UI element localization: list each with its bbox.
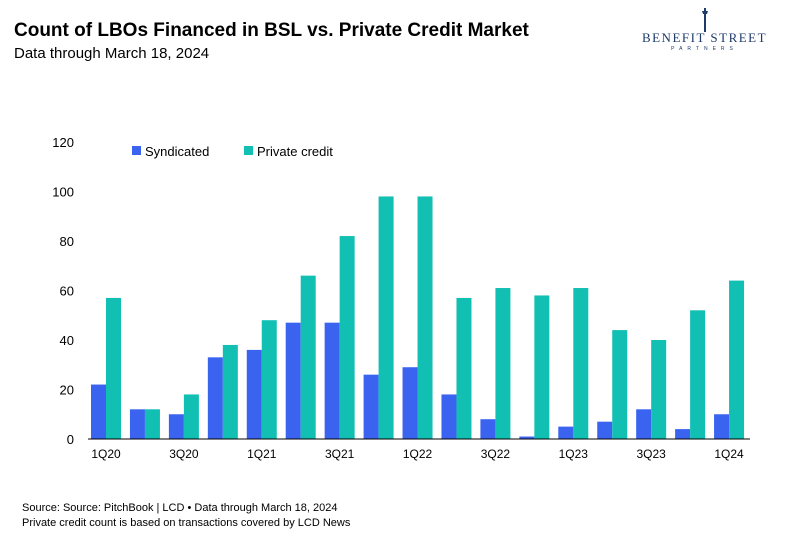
bar-syndicated	[285, 322, 301, 439]
y-tick-label: 60	[60, 284, 74, 299]
bar-syndicated	[558, 426, 574, 439]
y-tick-label: 120	[52, 135, 74, 150]
x-tick-label: 1Q22	[403, 447, 433, 461]
bar-syndicated	[91, 384, 106, 439]
brand-logo: BENEFIT STREET PARTNERS	[632, 8, 777, 52]
bar-syndicated	[441, 394, 457, 439]
bar-private-credit	[651, 340, 667, 439]
bar-syndicated	[597, 421, 613, 439]
x-tick-label: 1Q23	[559, 447, 589, 461]
bar-syndicated	[207, 357, 223, 439]
bar-private-credit	[183, 394, 199, 439]
bar-private-credit	[378, 196, 394, 439]
y-tick-label: 80	[60, 234, 74, 249]
chart-subtitle: Data through March 18, 2024	[14, 45, 210, 62]
bar-syndicated	[636, 409, 652, 439]
bar-private-credit	[495, 288, 511, 439]
bar-private-credit	[300, 275, 316, 439]
bar-syndicated	[675, 429, 691, 439]
bar-private-credit	[144, 409, 160, 439]
logo-subtext: PARTNERS	[671, 46, 738, 52]
source-note: Source: Source: PitchBook | LCD • Data t…	[22, 502, 338, 514]
x-tick-label: 3Q22	[481, 447, 511, 461]
bar-syndicated	[246, 349, 262, 439]
y-tick-label: 20	[60, 383, 74, 398]
legend-swatch	[244, 146, 253, 155]
bar-syndicated	[519, 436, 535, 439]
legend-label: Private credit	[257, 144, 333, 159]
bar-syndicated	[363, 374, 379, 439]
x-tick-label: 3Q23	[636, 447, 666, 461]
chart-title: Count of LBOs Financed in BSL vs. Privat…	[14, 20, 529, 41]
x-tick-label: 1Q24	[714, 447, 744, 461]
bar-syndicated	[129, 409, 145, 439]
bar-private-credit	[612, 330, 628, 439]
bar-private-credit	[222, 344, 238, 439]
legend-swatch	[132, 146, 141, 155]
bar-private-credit	[417, 196, 433, 439]
logo-wordmark: BENEFIT STREET	[641, 30, 768, 45]
tower-icon	[702, 8, 708, 32]
bar-private-credit	[106, 297, 121, 439]
bar-private-credit	[261, 320, 277, 439]
bar-private-credit	[456, 297, 472, 439]
bar-syndicated	[480, 419, 496, 439]
x-tick-label: 3Q21	[325, 447, 355, 461]
bar-private-credit	[729, 280, 745, 439]
bar-syndicated	[324, 322, 340, 439]
y-tick-label: 40	[60, 333, 74, 348]
y-tick-label: 0	[67, 432, 74, 447]
bar-syndicated	[714, 414, 730, 439]
bar-private-credit	[690, 310, 706, 439]
y-tick-label: 100	[52, 185, 74, 200]
footnote: Private credit count is based on transac…	[22, 517, 351, 529]
bar-syndicated	[402, 367, 418, 439]
x-tick-label: 1Q21	[247, 447, 277, 461]
x-tick-label: 3Q20	[169, 447, 199, 461]
legend-label: Syndicated	[145, 144, 209, 159]
bar-private-credit	[573, 288, 589, 439]
bar-private-credit	[339, 236, 355, 439]
x-tick-label: 1Q20	[91, 447, 121, 461]
bar-syndicated	[168, 414, 184, 439]
bar-private-credit	[534, 295, 550, 439]
